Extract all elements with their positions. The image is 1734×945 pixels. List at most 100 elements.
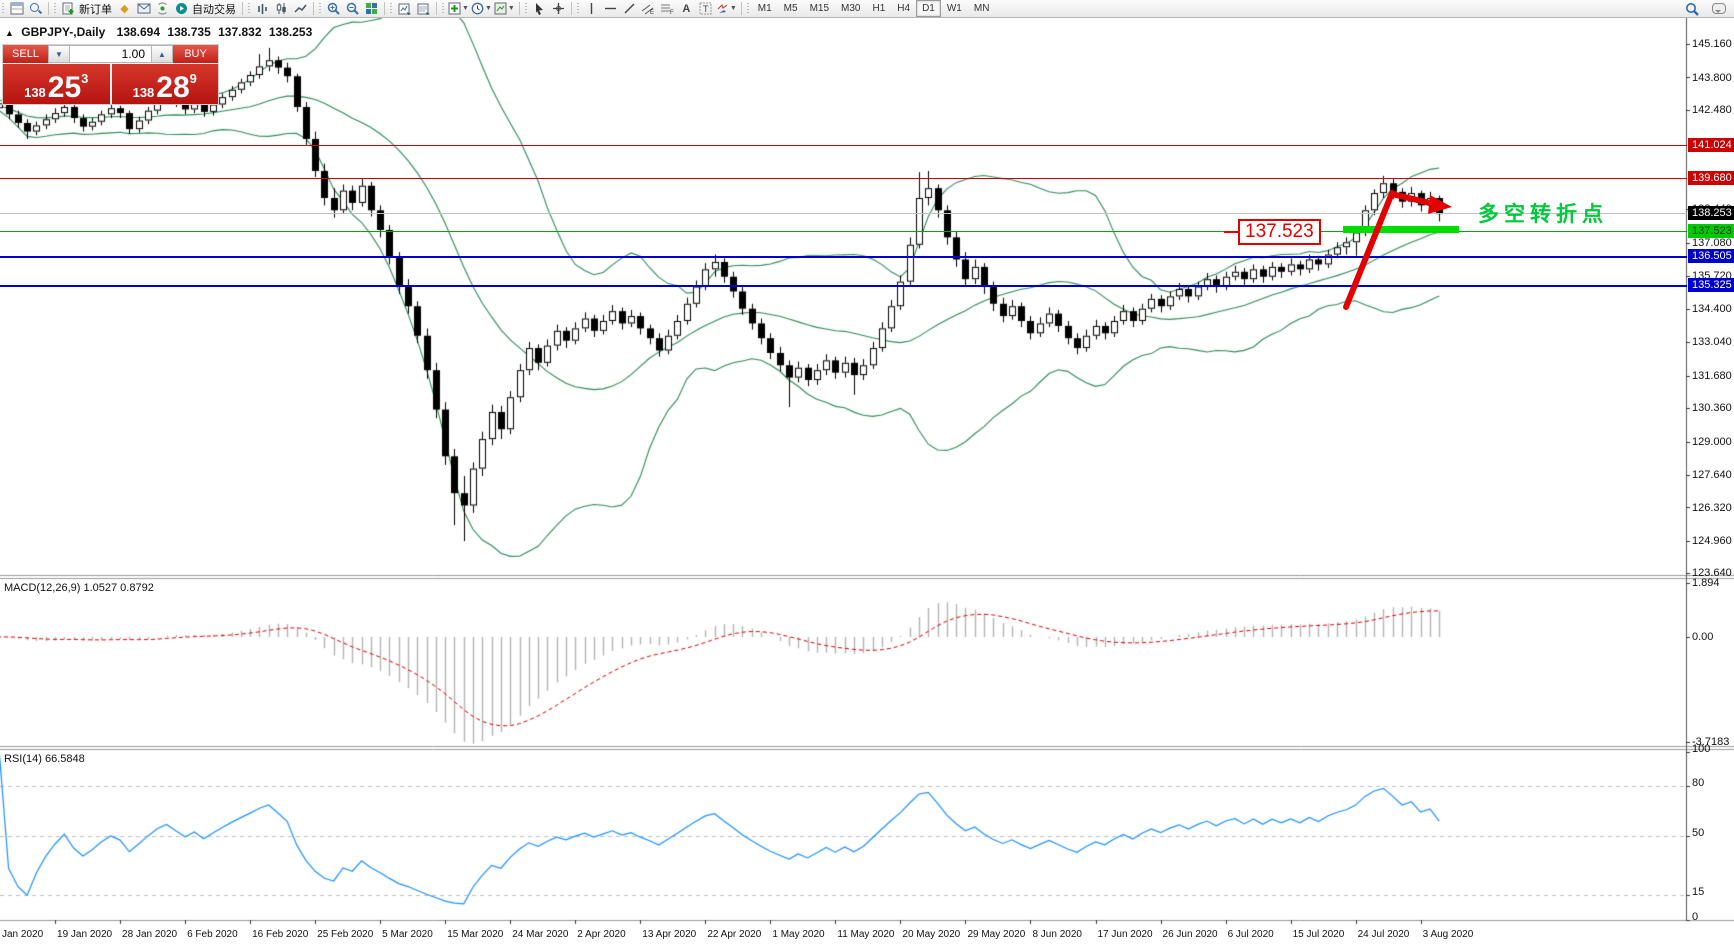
annotation-chinese-text[interactable]: 多空转折点 <box>1478 203 1608 226</box>
new-order-icon[interactable] <box>59 1 78 16</box>
trendline-icon[interactable] <box>620 1 639 16</box>
price-badge-resistance-141024: 141.024 <box>1688 137 1734 152</box>
timeframe-W1[interactable]: W1 <box>946 3 962 14</box>
toolbar-drag-handle[interactable] <box>247 2 252 15</box>
toolbar-separator <box>740 2 742 15</box>
zoom-out-icon[interactable] <box>343 1 362 16</box>
toolbar-drag-handle[interactable] <box>441 2 446 15</box>
annotation-support-bar[interactable] <box>1343 226 1459 233</box>
timeframe-D1[interactable]: D1 <box>916 0 941 17</box>
horizontal-line-icon[interactable] <box>601 1 620 16</box>
autotrade-label[interactable]: 自动交易 <box>192 3 236 16</box>
timeframe-M30[interactable]: M30 <box>841 3 861 14</box>
date-tick-label: 3 Aug 2020 <box>1422 929 1474 940</box>
timeframe-H4[interactable]: H4 <box>897 3 911 14</box>
hline-support-136505[interactable] <box>0 255 1687 258</box>
date-tick-label: 26 Jun 2020 <box>1162 929 1218 940</box>
ohlc-close: 138.253 <box>268 25 313 39</box>
price-badge-pivot-137523: 137.523 <box>1688 223 1734 238</box>
date-tick-label: 11 May 2020 <box>837 929 895 940</box>
text-label-icon[interactable]: T <box>696 1 715 16</box>
buy-price-button[interactable]: 138 28 9 <box>111 64 218 104</box>
hline-resistance-141024[interactable] <box>0 145 1687 147</box>
timeframe-M5[interactable]: M5 <box>783 3 798 14</box>
chart-window-icon[interactable] <box>7 1 26 16</box>
volume-increase-button[interactable]: ▲ <box>151 45 173 63</box>
toolbar-drag-handle[interactable] <box>1 2 6 15</box>
navigator-icon[interactable] <box>395 1 414 16</box>
hline-current-price[interactable] <box>0 213 1687 215</box>
gold-icon[interactable]: ◆ <box>120 3 129 15</box>
chat-icon[interactable] <box>1709 1 1728 16</box>
zoom-in-icon[interactable] <box>324 1 343 16</box>
timeframe-M15[interactable]: M15 <box>809 3 830 14</box>
macd-scale-label: 1.894 <box>1692 577 1720 589</box>
toolbar-drag-handle[interactable] <box>575 2 581 15</box>
search-icon[interactable] <box>1682 1 1701 16</box>
annotation-trend-arrow[interactable] <box>1330 170 1470 315</box>
vertical-line-icon[interactable] <box>582 1 601 16</box>
signal-icon[interactable] <box>153 1 172 16</box>
hline-support-135325[interactable] <box>0 284 1687 287</box>
sell-price-button[interactable]: 138 25 3 <box>3 64 110 104</box>
timeframe-H1[interactable]: H1 <box>872 3 886 14</box>
crosshair-icon[interactable] <box>549 1 568 16</box>
buy-price-main: 28 <box>156 71 190 104</box>
price-tick-label: 124.960 <box>1692 534 1732 547</box>
date-tick-label: 28 Jan 2020 <box>122 929 178 940</box>
buy-button[interactable]: BUY <box>173 45 218 63</box>
price-tick-label: 127.640 <box>1692 469 1732 481</box>
fibonacci-icon[interactable]: F <box>658 1 677 16</box>
hline-pivot-137523[interactable] <box>0 231 1687 233</box>
text-icon[interactable]: A <box>682 2 691 15</box>
tile-windows-icon[interactable] <box>362 1 381 16</box>
candlestick-chart-icon[interactable] <box>272 1 291 16</box>
toolbar-separator <box>384 2 385 15</box>
toolbar-separator <box>436 2 437 15</box>
date-tick-label: 24 Mar 2020 <box>512 929 569 940</box>
periods-icon[interactable]: ▼ <box>470 1 493 16</box>
date-tick-label: 6 Jul 2020 <box>1227 929 1274 940</box>
one-click-trading-panel: SELL ▼ ▲ BUY 138 25 3 138 28 9 <box>2 44 219 105</box>
hline-resistance-139680[interactable] <box>0 178 1687 180</box>
bar-chart-icon[interactable] <box>253 1 272 16</box>
svg-text:F: F <box>670 10 674 15</box>
autotrade-icon[interactable] <box>172 1 191 16</box>
buy-price-pip: 9 <box>189 71 197 86</box>
date-tick-label: 5 Mar 2020 <box>382 929 433 940</box>
sell-button[interactable]: SELL <box>3 45 48 63</box>
toolbar-separator <box>313 2 314 15</box>
price-badge-support-135325: 135.325 <box>1688 277 1734 292</box>
toolbar-separator <box>518 2 520 15</box>
cursor-icon[interactable] <box>530 1 549 16</box>
chart-profile-icon[interactable] <box>26 1 45 16</box>
indicators-icon[interactable]: ▼ <box>447 1 470 16</box>
one-click-toggle-icon[interactable]: ▲ <box>5 28 14 38</box>
toolbar-drag-handle[interactable] <box>523 2 529 15</box>
volume-input[interactable] <box>70 45 151 63</box>
price-badge-current-price: 138.253 <box>1688 205 1734 220</box>
templates-icon[interactable]: ▼ <box>493 1 516 16</box>
equidistant-channel-icon[interactable]: E <box>639 1 658 16</box>
main-toolbar: 新订单 ◆ 自动交易 ▼ ▼ ▼ E F A T ▼ M1 M5 M15 M30 H1 H4 D1 W1 MN <box>0 0 1734 18</box>
data-window-icon[interactable] <box>414 1 433 16</box>
volume-decrease-button[interactable]: ▼ <box>48 45 70 63</box>
line-chart-icon[interactable] <box>291 1 310 16</box>
date-tick-label: 13 Apr 2020 <box>642 929 697 940</box>
toolbar-drag-handle[interactable] <box>53 2 58 15</box>
new-order-label[interactable]: 新订单 <box>79 3 112 16</box>
annotation-price-label[interactable]: 137.523 <box>1238 219 1321 245</box>
price-tick-label: 133.040 <box>1692 336 1732 349</box>
rsi-scale-label: 0 <box>1692 911 1699 923</box>
timeframe-MN[interactable]: MN <box>973 3 990 14</box>
date-tick-label: 29 May 2020 <box>967 929 1026 940</box>
toolbar-drag-handle[interactable] <box>318 2 323 15</box>
toolbar-drag-handle[interactable] <box>389 2 394 15</box>
sell-price-prefix: 138 <box>24 85 46 100</box>
timeframe-M1[interactable]: M1 <box>757 3 772 14</box>
messenger-icon[interactable] <box>134 1 153 16</box>
price-tick-label: 129.000 <box>1692 435 1732 448</box>
arrows-icon[interactable]: ▼ <box>715 1 738 16</box>
toolbar-drag-handle[interactable] <box>745 2 751 15</box>
